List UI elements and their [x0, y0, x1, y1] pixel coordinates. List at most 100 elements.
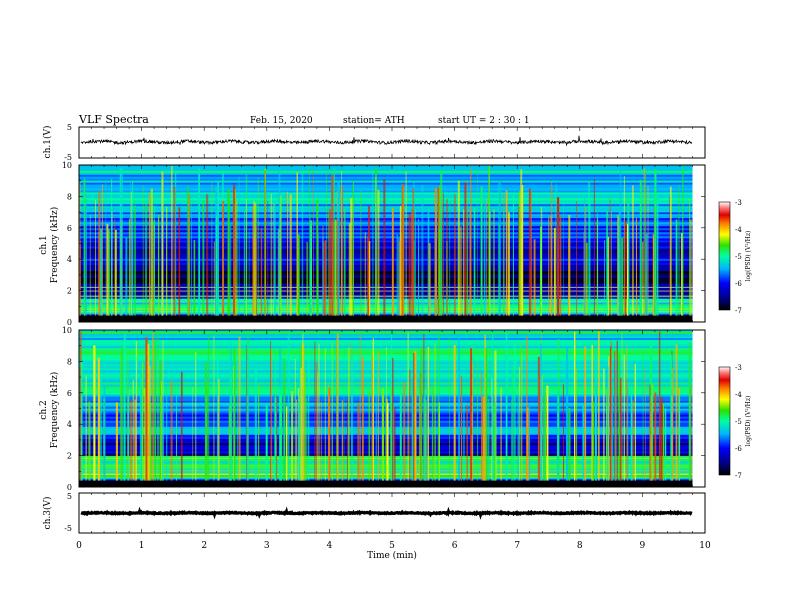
spectrogram-band	[79, 230, 693, 233]
ch2-colorbar: -3 -4 -5 -6 -7 log(PSD) (V²/Hz)	[718, 364, 752, 480]
spectrogram-band	[79, 354, 693, 357]
spectrogram-band	[79, 330, 693, 333]
spectrogram-band	[79, 206, 693, 209]
spectrogram-band	[79, 232, 693, 235]
spectrogram-band	[79, 216, 693, 219]
spectrogram-band	[79, 388, 693, 391]
ch2-spectrogram-channel-label: ch.2	[39, 400, 49, 419]
ch1-colorbar-tick-m3: -3	[735, 199, 742, 207]
freq-ytick-label: 0	[67, 483, 72, 492]
time-axis-tick-label: 2	[201, 541, 207, 551]
spectrogram-band	[79, 212, 693, 215]
spectrogram-low-band	[79, 315, 693, 322]
spectrogram-band	[79, 273, 693, 276]
ch1-colorbar-scale	[718, 201, 731, 311]
freq-ytick-label: 6	[67, 389, 72, 398]
ch2-colorbar-label: log(PSD) (V²/Hz)	[745, 396, 752, 447]
spectrogram-band	[79, 378, 693, 381]
spectrogram-band	[79, 238, 693, 241]
spectrogram-band	[79, 228, 693, 231]
spectrogram-band	[79, 352, 693, 355]
time-axis-tick-label: 7	[514, 541, 520, 551]
ch1-xticks	[78, 127, 706, 158]
spectrogram-no-data	[692, 165, 705, 322]
spectrogram-band	[79, 332, 693, 335]
spectrogram-band	[79, 304, 693, 307]
spectrogram-band	[79, 234, 693, 237]
spectrogram-band	[79, 364, 693, 367]
spectrogram-band	[79, 220, 693, 223]
spectrogram-band	[79, 384, 693, 387]
ch2-spectrogram-ylabel: Frequency (kHz)	[49, 372, 60, 449]
spectrogram-band	[79, 283, 693, 287]
spectrogram-band	[79, 200, 693, 203]
spectrogram-low-band	[79, 480, 693, 487]
time-axis-tick-label: 10	[699, 541, 711, 551]
ch1-colorbar-tick-m6: -6	[735, 280, 742, 288]
spectrogram-band	[79, 271, 693, 274]
ch2-spectrogram-yticks: 0 2 4 6 8 10	[62, 326, 705, 492]
ch1-ytick-max: 5	[67, 123, 72, 132]
spectrogram-band	[79, 188, 693, 191]
spectrogram-band	[79, 196, 693, 199]
spectrogram-band	[79, 346, 693, 349]
spectrogram-band	[79, 165, 693, 168]
ch2-spectrogram-sferics	[78, 330, 693, 487]
spectrogram-band	[79, 312, 693, 315]
ch1-spectrogram-sferics	[79, 165, 693, 322]
spectrogram-band	[79, 340, 693, 343]
ch1-colorbar-tick-m7: -7	[735, 307, 742, 315]
time-axis-tick-label: 0	[76, 541, 82, 551]
spectrogram-band	[79, 178, 693, 181]
ch1-ytick-min: -5	[64, 153, 72, 162]
spectrogram-band	[79, 198, 693, 201]
start-ut-label: start UT = 2 : 30 : 1	[438, 116, 530, 126]
time-axis-tick-label: 8	[577, 541, 583, 551]
spectrogram-band	[79, 350, 693, 353]
spectrogram-band	[79, 224, 693, 227]
spectrogram-band	[79, 314, 693, 317]
spectrogram-band	[79, 372, 693, 375]
spectrogram-band	[79, 248, 693, 251]
spectrogram-band	[79, 264, 693, 268]
spectrogram-band	[79, 210, 693, 213]
spectrogram-band	[79, 166, 693, 170]
spectrogram-band	[79, 281, 693, 285]
ch2-spectrogram-panel: 0 2 4 6 8 10 ch.2 Frequency (kHz) -3 -4 -5 -6…	[39, 326, 752, 492]
spectrogram-band	[79, 190, 693, 193]
spectrogram-band	[79, 368, 693, 371]
ch3-waveform-panel: 5 -5 ch.3(V) 0 1 2 3 4 5 6 7 8 9 10 Time (min)	[42, 492, 711, 561]
spectrogram-band	[79, 214, 693, 217]
ch2-colorbar-tick-m6: -6	[735, 445, 742, 453]
spectrogram-band	[79, 382, 693, 385]
spectrogram-band	[79, 386, 693, 389]
freq-ytick-label: 4	[67, 420, 72, 429]
date-label: Feb. 15, 2020	[250, 116, 313, 126]
spectrogram-band	[79, 186, 693, 189]
spectrogram-band	[79, 296, 693, 299]
ch3-waveform-ylabel: ch.3(V)	[42, 497, 53, 530]
spectrogram-band	[79, 300, 693, 303]
ch2-spectrogram-xticks	[78, 330, 706, 487]
time-axis-tick-label: 5	[389, 541, 395, 551]
time-axis-tick-label: 1	[139, 541, 145, 551]
freq-ytick-label: 0	[67, 318, 72, 327]
ch1-colorbar-tick-m4: -4	[735, 226, 742, 234]
time-axis-tick-label: 4	[327, 541, 333, 551]
time-axis-tick-label: 9	[640, 541, 646, 551]
spectrogram-band	[79, 244, 693, 247]
spectrogram-band	[79, 285, 693, 289]
spectrogram-band	[79, 342, 693, 345]
ch2-colorbar-tick-m7: -7	[735, 472, 742, 480]
ch1-colorbar-label: log(PSD) (V²/Hz)	[745, 231, 752, 282]
spectrogram-band	[79, 170, 693, 174]
freq-ytick-label: 4	[67, 255, 72, 264]
spectrogram-band	[79, 252, 693, 256]
spectrogram-band	[79, 202, 693, 205]
spectrogram-band	[79, 292, 693, 295]
spectrogram-band	[79, 260, 693, 264]
freq-ytick-label: 10	[62, 161, 72, 170]
spectrogram-band	[79, 262, 693, 266]
ch1-spectrogram-bands	[79, 165, 705, 323]
